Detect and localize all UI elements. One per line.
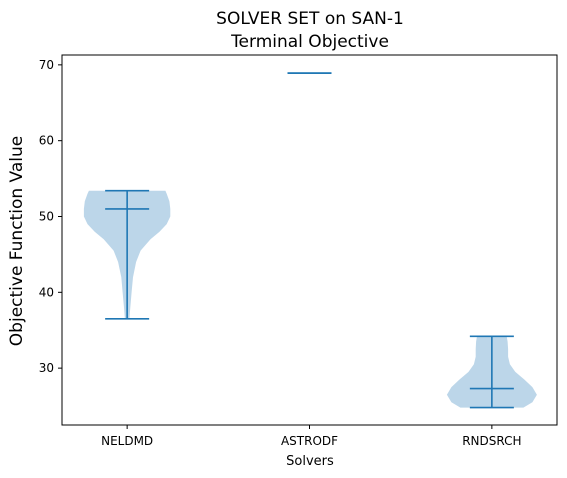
y-tick-label: 30 [39, 361, 54, 375]
x-axis-label: Solvers [286, 454, 334, 469]
plot-area: 30 40 50 60 70 NELDMD ASTRODF RNDSRCH [39, 58, 537, 448]
x-tick-label: NELDMD [101, 434, 153, 448]
y-tick-label: 50 [39, 209, 54, 223]
plot-frame [61, 54, 558, 426]
x-tick-label: ASTRODF [281, 434, 338, 448]
y-tick-label: 70 [39, 58, 54, 72]
y-tick-label: 60 [39, 134, 54, 148]
chart-subtitle: Terminal Objective [230, 32, 389, 52]
chart-title: SOLVER SET on SAN-1 [216, 9, 404, 29]
y-axis-label: Objective Function Value [7, 136, 27, 346]
y-tick-label: 40 [39, 285, 54, 299]
x-tick-label: RNDSRCH [462, 434, 521, 448]
